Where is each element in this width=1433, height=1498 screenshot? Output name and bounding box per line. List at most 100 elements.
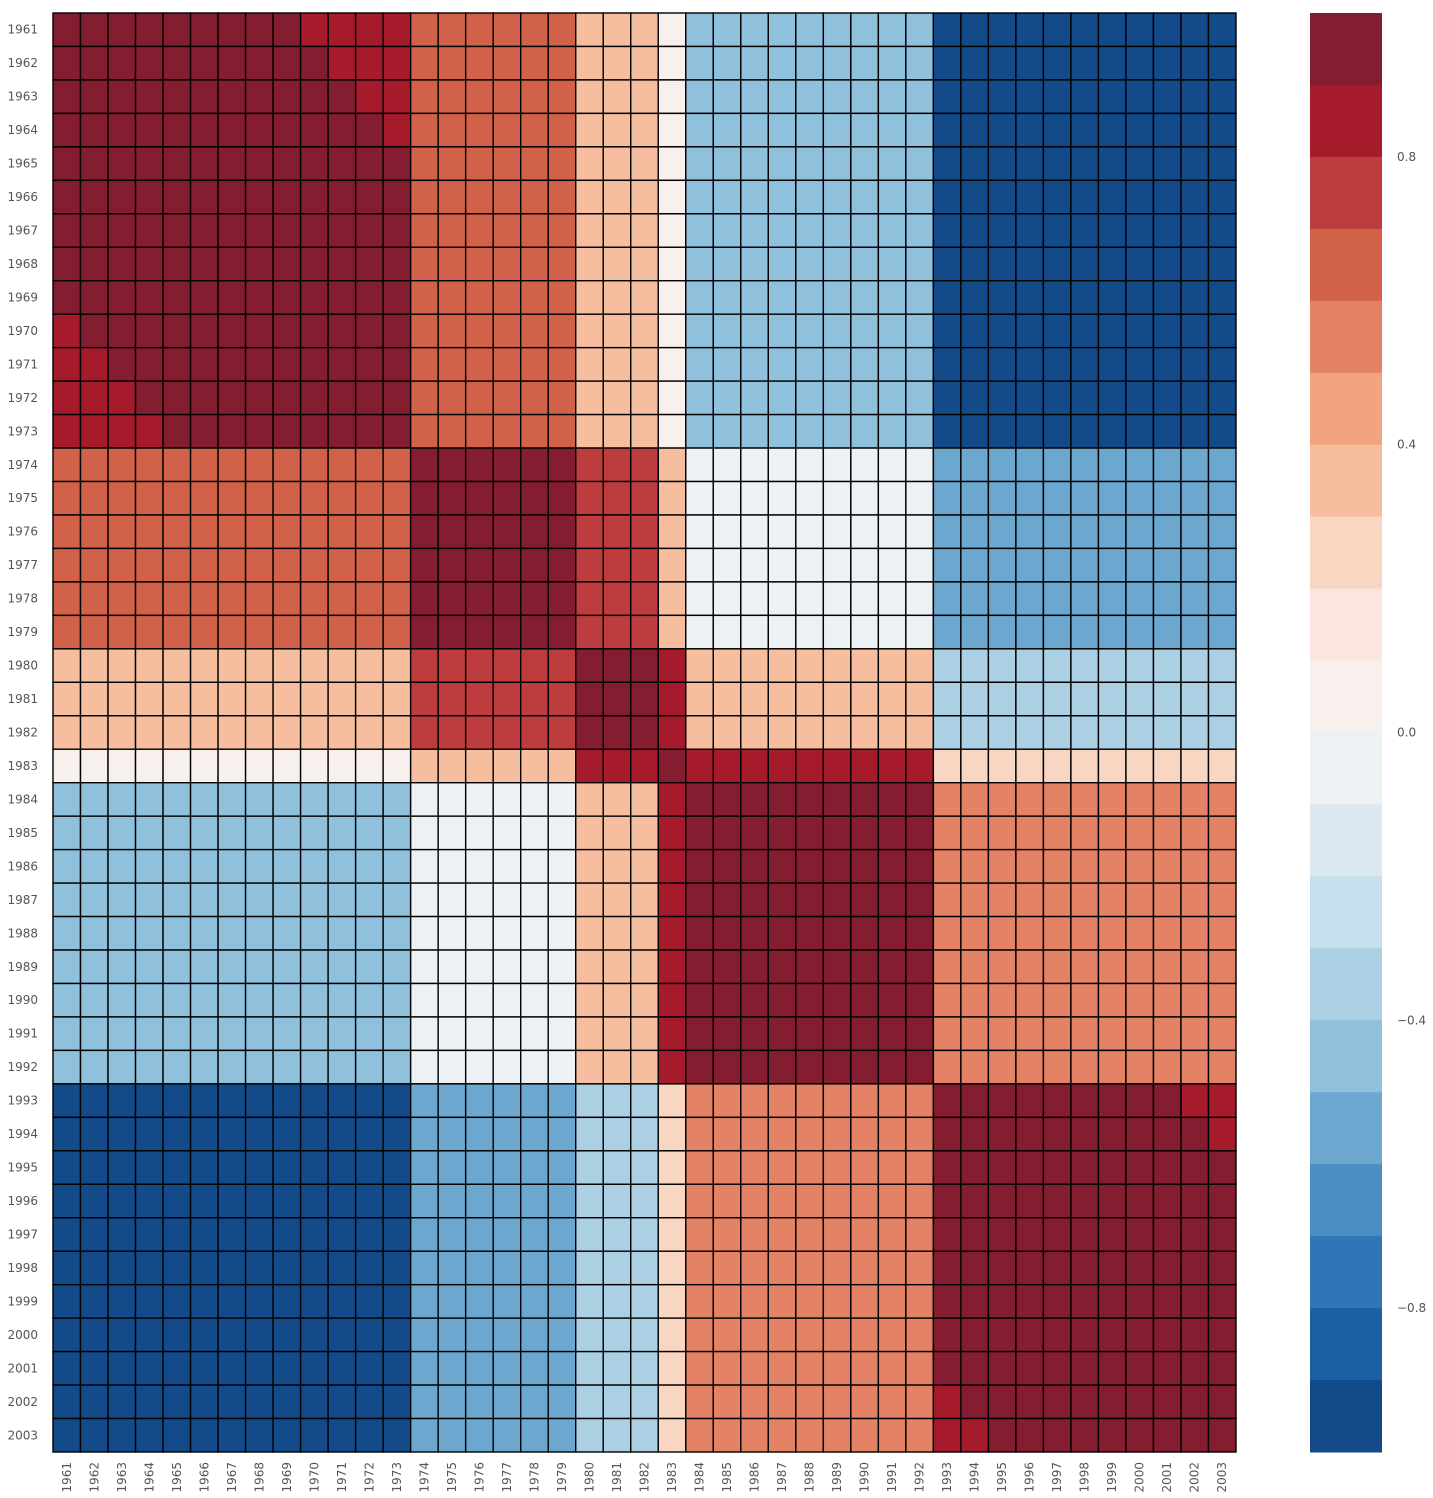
x-tick-label: 1973 bbox=[390, 1462, 404, 1493]
heatmap-cell bbox=[630, 648, 659, 684]
heatmap-cell bbox=[905, 246, 935, 282]
heatmap-cell bbox=[217, 1417, 247, 1453]
heatmap-cell bbox=[189, 313, 219, 349]
heatmap-cell bbox=[1097, 413, 1127, 449]
heatmap-cell bbox=[1015, 715, 1045, 750]
heatmap-cell bbox=[795, 715, 825, 750]
heatmap-cell bbox=[409, 848, 439, 884]
heatmap-cell bbox=[134, 79, 164, 115]
heatmap-cell bbox=[932, 179, 962, 215]
heatmap-cell bbox=[107, 447, 137, 483]
heatmap-cell bbox=[905, 748, 935, 784]
heatmap-cell bbox=[327, 45, 357, 81]
heatmap-cell bbox=[79, 480, 109, 516]
heatmap-cell bbox=[1180, 1417, 1210, 1453]
heatmap-cell bbox=[1207, 848, 1237, 884]
heatmap-cell bbox=[1125, 815, 1155, 851]
heatmap-cell bbox=[960, 949, 990, 985]
heatmap-cell bbox=[657, 447, 687, 483]
heatmap-cell bbox=[1070, 514, 1100, 550]
heatmap-cell bbox=[52, 246, 82, 282]
heatmap-cell bbox=[1015, 1150, 1045, 1185]
heatmap-cell bbox=[189, 1283, 219, 1319]
heatmap-cell bbox=[850, 346, 880, 382]
heatmap-cell bbox=[327, 179, 357, 215]
heatmap-cell bbox=[712, 882, 742, 918]
heatmap-cell bbox=[382, 1317, 412, 1353]
heatmap-cell bbox=[1097, 514, 1127, 550]
heatmap-cell bbox=[217, 1217, 247, 1252]
heatmap-cell bbox=[822, 246, 852, 282]
heatmap-cell bbox=[960, 313, 990, 349]
heatmap-cell bbox=[1125, 313, 1155, 349]
heatmap-cell bbox=[244, 1417, 274, 1453]
heatmap-cell bbox=[162, 1183, 192, 1219]
heatmap-cell bbox=[575, 246, 604, 282]
heatmap-cell bbox=[822, 982, 852, 1018]
heatmap-cell bbox=[1180, 915, 1210, 951]
x-tick-label: 1990 bbox=[858, 1462, 872, 1493]
heatmap-cell bbox=[217, 547, 247, 583]
heatmap-cell bbox=[795, 1116, 825, 1152]
y-tick-label: 1964 bbox=[7, 123, 38, 137]
heatmap-cell bbox=[272, 79, 302, 115]
heatmap-cell bbox=[657, 79, 687, 115]
heatmap-cell bbox=[960, 246, 990, 282]
heatmap-cell bbox=[217, 982, 247, 1018]
heatmap-cell bbox=[79, 1250, 109, 1286]
heatmap-cell bbox=[1042, 346, 1072, 382]
colorbar-segment bbox=[1310, 444, 1382, 518]
heatmap-cell bbox=[244, 648, 274, 684]
heatmap-cell bbox=[740, 1250, 769, 1286]
heatmap-cell bbox=[685, 1083, 714, 1119]
heatmap-cell bbox=[520, 782, 549, 817]
heatmap-cell bbox=[520, 848, 549, 884]
heatmap-cell bbox=[382, 313, 412, 349]
heatmap-cell bbox=[464, 1016, 494, 1052]
heatmap-cell bbox=[1180, 815, 1210, 851]
heatmap-cell bbox=[685, 1250, 714, 1286]
y-tick-label: 1961 bbox=[7, 23, 38, 37]
heatmap-cell bbox=[520, 1116, 549, 1152]
heatmap-cell bbox=[52, 1217, 82, 1252]
heatmap-cell bbox=[905, 514, 935, 550]
heatmap-cell bbox=[795, 45, 825, 81]
heatmap-cell bbox=[767, 581, 797, 617]
heatmap-cell bbox=[987, 1016, 1017, 1052]
heatmap-cell bbox=[299, 782, 329, 817]
heatmap-cell bbox=[740, 1283, 769, 1319]
heatmap-cell bbox=[354, 146, 384, 182]
heatmap-cell bbox=[960, 1049, 990, 1085]
heatmap-cell bbox=[712, 480, 742, 516]
x-tick-label: 2003 bbox=[1215, 1462, 1229, 1493]
heatmap-cell bbox=[272, 45, 302, 81]
x-tick-label: 1992 bbox=[913, 1462, 927, 1493]
heatmap-cell bbox=[464, 514, 494, 550]
heatmap-cell bbox=[107, 982, 137, 1018]
heatmap-cell bbox=[520, 79, 549, 115]
heatmap-cell bbox=[437, 815, 467, 851]
heatmap-cell bbox=[520, 313, 549, 349]
heatmap-cell bbox=[960, 748, 990, 784]
heatmap-cell bbox=[602, 447, 632, 483]
heatmap-cell bbox=[382, 213, 412, 248]
heatmap-cell bbox=[850, 213, 880, 248]
heatmap-cell bbox=[1180, 1350, 1210, 1386]
heatmap-cell bbox=[134, 748, 164, 784]
heatmap-cell bbox=[767, 480, 797, 516]
heatmap-cell bbox=[1152, 1116, 1182, 1152]
heatmap-cell bbox=[1152, 346, 1182, 382]
heatmap-cell bbox=[795, 246, 825, 282]
x-tick-label: 2000 bbox=[1133, 1462, 1147, 1493]
heatmap-cell bbox=[602, 1217, 632, 1252]
heatmap-cell bbox=[1125, 1016, 1155, 1052]
heatmap-cell bbox=[905, 681, 935, 717]
heatmap-cell bbox=[520, 514, 549, 550]
heatmap-cell bbox=[272, 1183, 302, 1219]
heatmap-cell bbox=[1152, 1350, 1182, 1386]
heatmap-cell bbox=[382, 246, 412, 282]
heatmap-cell bbox=[850, 815, 880, 851]
heatmap-cell bbox=[217, 715, 247, 750]
heatmap-cell bbox=[409, 982, 439, 1018]
heatmap-cell bbox=[767, 346, 797, 382]
